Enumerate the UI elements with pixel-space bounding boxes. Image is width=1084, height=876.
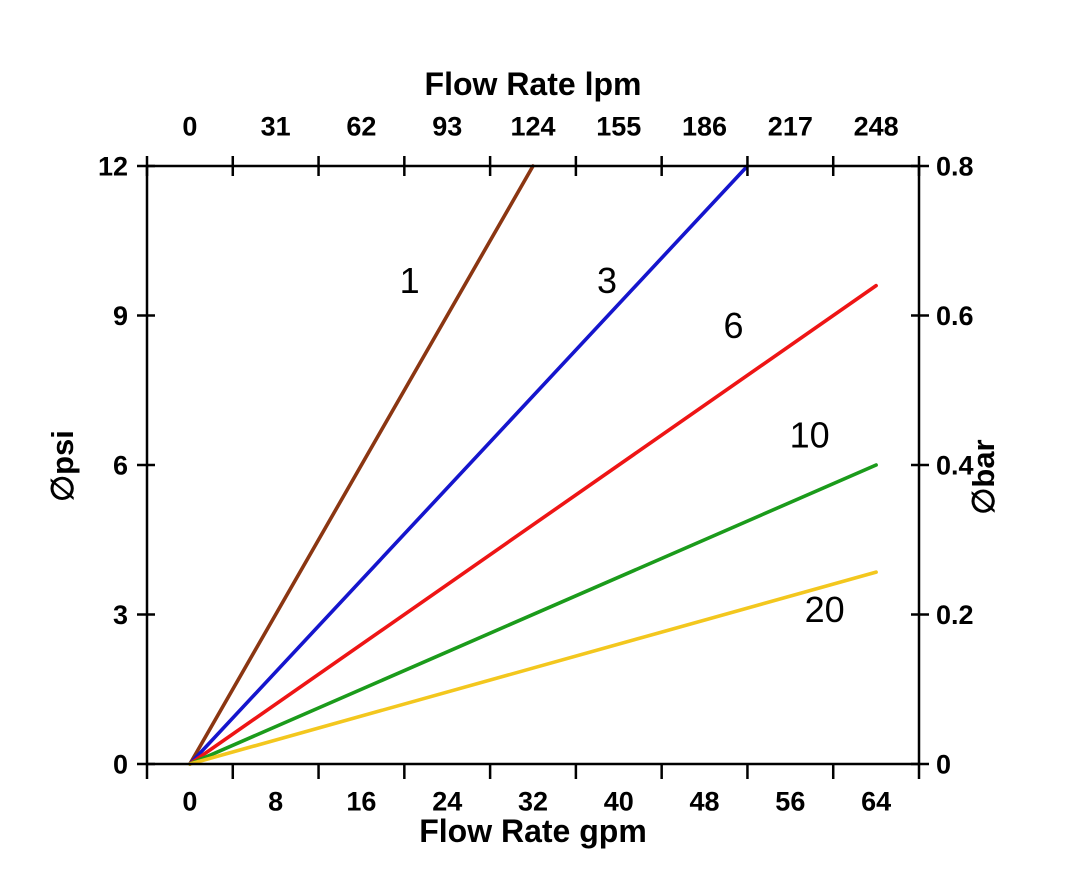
left-tick-label-6: 6 xyxy=(113,450,128,480)
top-tick-label-155: 155 xyxy=(596,111,641,141)
right-tick-label-0.4: 0.4 xyxy=(936,450,974,480)
left-axis-title: ∅psi xyxy=(45,430,80,502)
top-tick-label-186: 186 xyxy=(682,111,727,141)
top-tick-label-62: 62 xyxy=(346,111,376,141)
top-tick-label-124: 124 xyxy=(510,111,555,141)
curve-label-3: 3 xyxy=(597,260,617,301)
left-tick-label-9: 9 xyxy=(113,301,128,331)
top-tick-label-31: 31 xyxy=(261,111,291,141)
top-tick-label-0: 0 xyxy=(182,111,197,141)
bottom-tick-label-8: 8 xyxy=(268,786,283,816)
bottom-tick-label-48: 48 xyxy=(690,786,720,816)
series-line-3 xyxy=(188,164,750,766)
bottom-tick-label-16: 16 xyxy=(346,786,376,816)
curve-label-6: 6 xyxy=(723,305,743,346)
series-line-10 xyxy=(188,463,878,766)
bottom-tick-label-32: 32 xyxy=(518,786,548,816)
bottom-tick-label-64: 64 xyxy=(861,786,891,816)
top-axis-title: Flow Rate lpm xyxy=(425,66,642,102)
right-axis-title: ∅bar xyxy=(966,439,1001,514)
bottom-tick-label-0: 0 xyxy=(182,786,197,816)
left-tick-label-3: 3 xyxy=(113,600,128,630)
curve-label-10: 10 xyxy=(790,415,830,456)
top-tick-label-248: 248 xyxy=(854,111,899,141)
right-tick-label-0: 0 xyxy=(936,749,951,779)
series-line-1 xyxy=(188,164,535,766)
left-tick-label-12: 12 xyxy=(98,151,128,181)
top-tick-label-217: 217 xyxy=(768,111,813,141)
top-tick-label-93: 93 xyxy=(432,111,462,141)
bottom-tick-label-24: 24 xyxy=(432,786,462,816)
bottom-tick-label-40: 40 xyxy=(604,786,634,816)
curve-label-20: 20 xyxy=(805,589,845,630)
bottom-axis-title: Flow Rate gpm xyxy=(419,813,647,849)
right-tick-label-0.2: 0.2 xyxy=(936,600,974,630)
bottom-tick-label-56: 56 xyxy=(775,786,805,816)
plot-frame xyxy=(145,164,921,766)
curve-label-1: 1 xyxy=(400,260,420,301)
right-tick-label-0.8: 0.8 xyxy=(936,151,974,181)
series-line-6 xyxy=(188,283,878,766)
left-tick-label-0: 0 xyxy=(113,749,128,779)
right-tick-label-0.6: 0.6 xyxy=(936,301,974,331)
series-line-20 xyxy=(188,570,878,766)
